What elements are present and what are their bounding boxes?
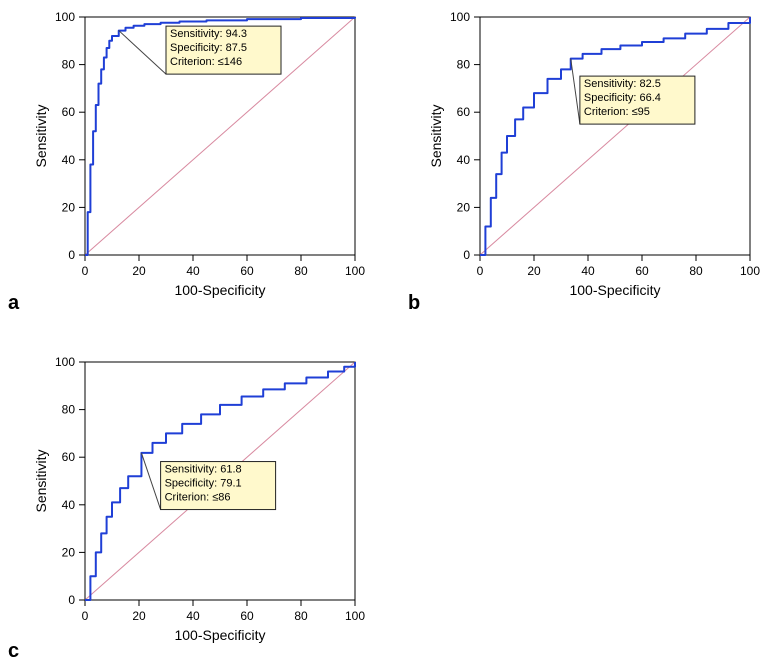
x-tick-label: 0 <box>477 264 484 278</box>
roc-chart-panel: 0 20 40 60 80 100 0 20 40 60 80 100 100-Specificity S… <box>30 350 370 650</box>
annotation-line: Specificity: 66.4 <box>584 92 661 104</box>
y-tick-label: 20 <box>62 200 76 214</box>
x-tick-label: 100 <box>345 609 365 623</box>
y-tick-label: 100 <box>55 355 75 369</box>
y-tick-label: 0 <box>68 248 75 262</box>
y-tick-label: 0 <box>463 248 470 262</box>
annotation-line: Sensitivity: 94.3 <box>170 28 247 40</box>
y-tick-label: 80 <box>62 58 76 72</box>
y-tick-label: 60 <box>62 450 76 464</box>
annotation-line: Criterion: ≤95 <box>584 106 650 118</box>
x-tick-label: 60 <box>635 264 649 278</box>
x-tick-label: 80 <box>689 264 703 278</box>
y-tick-label: 40 <box>62 498 76 512</box>
x-tick-label: 20 <box>132 609 146 623</box>
annotation-line: Specificity: 79.1 <box>165 478 242 490</box>
y-axis-label: Sensitivity <box>428 104 444 167</box>
annotation-line: Criterion: ≤86 <box>165 492 231 504</box>
x-axis-label: 100-Specificity <box>174 282 265 298</box>
y-tick-label: 100 <box>450 10 470 24</box>
y-tick-label: 80 <box>457 58 471 72</box>
y-tick-label: 20 <box>457 200 471 214</box>
x-tick-label: 60 <box>240 264 254 278</box>
y-tick-label: 40 <box>457 153 471 167</box>
annotation-line: Sensitivity: 61.8 <box>165 464 242 476</box>
panel-label: b <box>408 292 420 315</box>
y-axis-label: Sensitivity <box>33 104 49 167</box>
y-tick-label: 100 <box>55 10 75 24</box>
annotation-line: Specificity: 87.5 <box>170 42 247 54</box>
x-tick-label: 80 <box>294 264 308 278</box>
annotation-line: Sensitivity: 82.5 <box>584 78 661 90</box>
x-tick-label: 40 <box>581 264 595 278</box>
x-tick-label: 40 <box>186 609 200 623</box>
y-tick-label: 80 <box>62 403 76 417</box>
x-tick-label: 60 <box>240 609 254 623</box>
x-tick-label: 80 <box>294 609 308 623</box>
x-tick-label: 20 <box>132 264 146 278</box>
x-axis-label: 100-Specificity <box>174 627 265 643</box>
y-tick-label: 60 <box>62 105 76 119</box>
panel-label: a <box>8 292 19 315</box>
roc-chart-svg: 0 20 40 60 80 100 0 20 40 60 80 100 100-Specificity S… <box>30 350 370 650</box>
y-tick-label: 40 <box>62 153 76 167</box>
x-tick-label: 40 <box>186 264 200 278</box>
roc-chart-panel: 0 20 40 60 80 100 0 20 40 60 80 100 100-Specificity S… <box>30 5 370 305</box>
roc-chart-svg: 0 20 40 60 80 100 0 20 40 60 80 100 100-Specificity S… <box>30 5 370 305</box>
x-tick-label: 20 <box>527 264 541 278</box>
roc-chart-svg: 0 20 40 60 80 100 0 20 40 60 80 100 100-Specificity S… <box>425 5 765 305</box>
x-tick-label: 0 <box>82 609 89 623</box>
y-tick-label: 0 <box>68 593 75 607</box>
x-tick-label: 0 <box>82 264 89 278</box>
x-tick-label: 100 <box>740 264 760 278</box>
y-axis-label: Sensitivity <box>33 449 49 512</box>
y-tick-label: 60 <box>457 105 471 119</box>
roc-chart-panel: 0 20 40 60 80 100 0 20 40 60 80 100 100-Specificity S… <box>425 5 765 305</box>
annotation-line: Criterion: ≤146 <box>170 56 242 68</box>
x-tick-label: 100 <box>345 264 365 278</box>
y-tick-label: 20 <box>62 545 76 559</box>
x-axis-label: 100-Specificity <box>569 282 660 298</box>
panel-label: c <box>8 640 19 663</box>
